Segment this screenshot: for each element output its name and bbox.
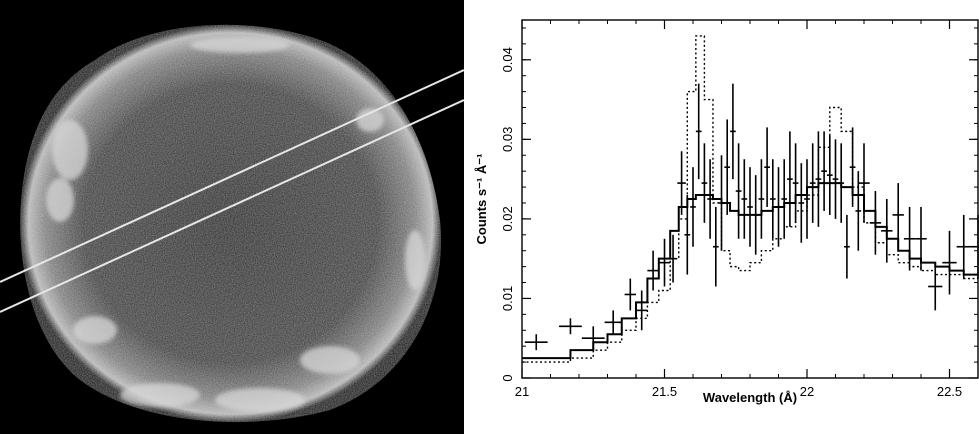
data-point (915, 206, 927, 271)
y-tick-label: 0 (500, 374, 515, 381)
data-point (690, 167, 696, 247)
data-point (730, 83, 736, 180)
slit-outline (0, 69, 464, 313)
x-tick-label: 22.5 (937, 384, 962, 399)
data-point (832, 139, 839, 219)
data-point (815, 131, 822, 227)
data-point (624, 278, 636, 311)
x-tick-label: 21.5 (652, 384, 677, 399)
remnant-texture (20, 24, 442, 423)
data-point (604, 310, 622, 335)
y-tick-label: 0.01 (500, 286, 515, 311)
data-point (581, 326, 605, 351)
data-point (956, 214, 971, 279)
data-point (809, 143, 816, 223)
data-point (647, 250, 659, 291)
data-point (758, 159, 765, 239)
y-tick-label: 0.04 (500, 47, 515, 72)
data-point (724, 119, 731, 215)
data-point (559, 318, 582, 335)
y-tick-label: 0.02 (500, 206, 515, 231)
data-point (735, 143, 742, 239)
data-point (792, 143, 799, 223)
axes: 21 21.5 22 22.5 0 0.01 0.02 0.03 0.04 (500, 19, 979, 399)
remnant-image-panel (0, 0, 464, 434)
x-axis-label: Wavelength (Å) (703, 390, 797, 405)
data-point (849, 127, 856, 207)
y-axis-label: Counts s⁻¹ Å⁻¹ (474, 154, 489, 245)
data-point (712, 206, 719, 287)
data-point (769, 159, 776, 239)
data-point (524, 334, 548, 351)
data-point (869, 191, 882, 255)
data-point (764, 127, 770, 207)
data-point (826, 135, 833, 215)
data-point (668, 234, 678, 283)
x-tick-label: 21 (515, 384, 529, 399)
model-dotted-line (522, 35, 978, 363)
data-point (752, 175, 759, 255)
data-point (804, 159, 810, 239)
data-point (677, 151, 686, 215)
data-point (781, 159, 788, 239)
data-point (658, 238, 671, 287)
data-point (718, 155, 725, 251)
data-point (942, 230, 957, 295)
data-point (855, 171, 862, 251)
data-point (636, 290, 648, 331)
data-point (903, 206, 916, 271)
data-point (775, 167, 782, 247)
data-point (881, 199, 893, 263)
spectrum-panel: 21 21.5 22 22.5 0 0.01 0.02 0.03 0.04 Wavelength… (464, 0, 979, 434)
x-tick-label: 22 (800, 384, 814, 399)
data-point (844, 214, 850, 279)
data-point (707, 159, 713, 239)
data-point (684, 195, 691, 275)
y-tick-label: 0.03 (500, 127, 515, 152)
data-point (787, 131, 793, 227)
data-points (524, 83, 979, 351)
data-point (970, 214, 979, 279)
data-point (701, 143, 708, 223)
data-point (838, 143, 845, 223)
data-point (858, 143, 870, 223)
spectrum-chart: 21 21.5 22 22.5 0 0.01 0.02 0.03 0.04 Wavelength… (474, 19, 979, 405)
data-point (798, 163, 805, 243)
data-point (695, 83, 702, 180)
remnant-image (0, 0, 464, 434)
data-point (892, 183, 904, 247)
data-point (821, 131, 827, 211)
data-point (747, 167, 753, 247)
data-point (928, 262, 943, 311)
data-point (741, 159, 748, 239)
